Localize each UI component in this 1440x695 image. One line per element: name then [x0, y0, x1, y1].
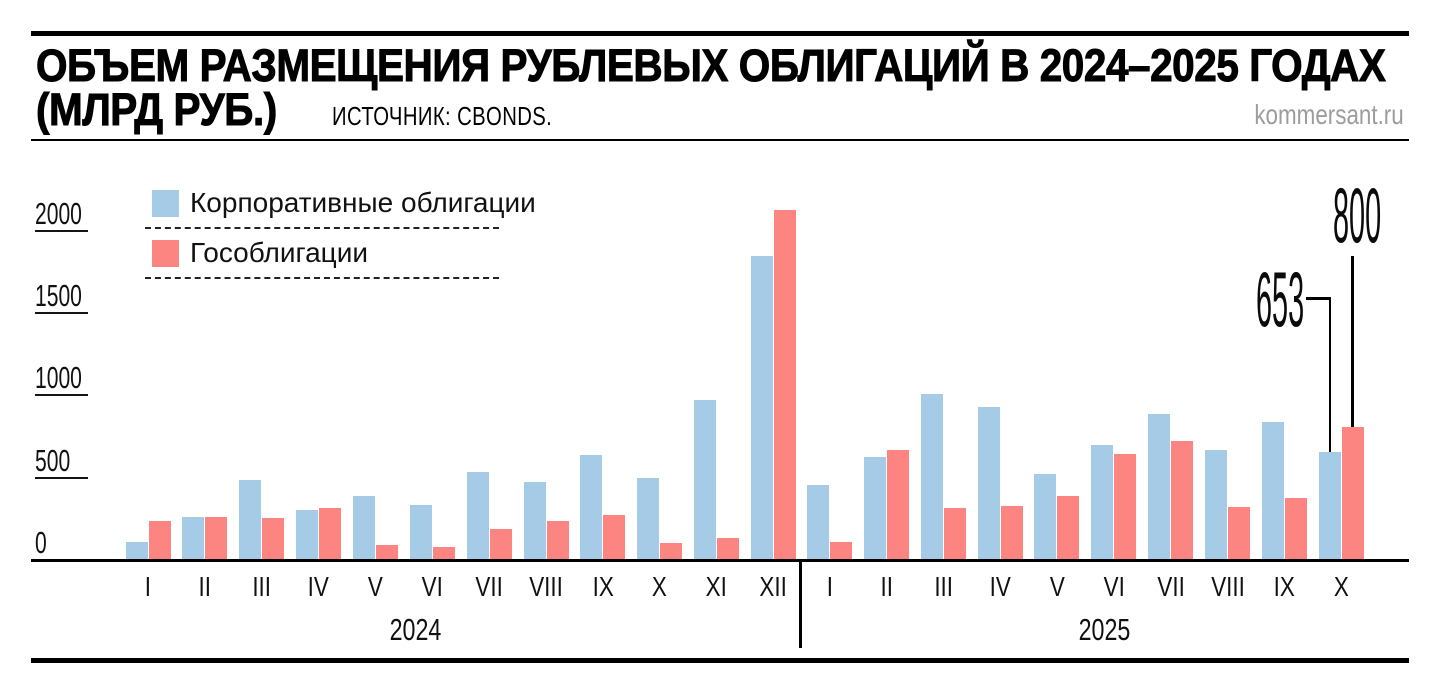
bar-government-2024-V	[375, 545, 398, 559]
month-label-2024-VIII: VIII	[529, 571, 563, 602]
annotation-label-800: 800	[1332, 171, 1381, 259]
top-rule	[31, 31, 1409, 36]
source-label: ИСТОЧНИК: CBONDS.	[331, 101, 552, 131]
bar-government-2025-VIII	[1228, 507, 1251, 559]
watermark: kommersant.ru	[1254, 99, 1404, 130]
bar-corporate-2025-X	[1318, 451, 1341, 559]
bar-corporate-2024-X	[637, 477, 660, 559]
month-label-2024-VI: VI	[421, 571, 443, 602]
month-label-2024-I: I	[144, 571, 152, 602]
chart-title-line1: ОБЪЕМ РАЗМЕЩЕНИЯ РУБЛЕВЫХ ОБЛИГАЦИЙ В 20…	[36, 40, 1387, 92]
month-label-2024-X: X	[652, 571, 668, 602]
y-tick-500: 500	[35, 440, 88, 479]
bar-government-2025-IV	[1000, 505, 1023, 559]
bar-corporate-2025-I	[807, 484, 829, 559]
legend-divider-government	[145, 277, 499, 279]
bar-government-2025-II	[886, 449, 909, 559]
bar-corporate-2024-IV	[296, 510, 319, 559]
header-rule	[31, 139, 1409, 141]
month-label-2025-II: II	[880, 571, 893, 602]
chart-title-line2: (МЛРД РУБ.)	[36, 84, 278, 136]
bar-corporate-2024-VIII	[523, 482, 546, 559]
bar-government-2024-III	[262, 517, 285, 559]
year-divider-line	[799, 562, 802, 648]
bar-government-2025-IX	[1284, 498, 1307, 559]
bar-corporate-2024-V	[352, 496, 375, 559]
bar-government-2024-XI	[717, 537, 740, 559]
month-label-2025-I: I	[826, 571, 833, 602]
chart-title-row2: (МЛРД РУБ.) ИСТОЧНИК: CBONDS.	[36, 84, 614, 136]
year-label-2024: 2024	[389, 612, 442, 647]
bar-government-2024-IX	[603, 515, 626, 559]
month-label-2024-II: II	[198, 571, 212, 602]
y-tick-0: 0	[35, 525, 47, 560]
month-label-2025-IV: IV	[989, 571, 1011, 602]
month-label-2025-V: V	[1049, 571, 1065, 602]
legend-divider-corporate	[145, 227, 499, 229]
bar-corporate-2024-XII	[750, 256, 773, 559]
bar-government-2024-VIII	[546, 521, 569, 559]
annotation-elbow-653	[1305, 297, 1331, 300]
bar-corporate-2025-V	[1034, 474, 1057, 559]
legend-label-corporate: Корпоративные облигации	[190, 187, 536, 218]
bar-corporate-2025-II	[863, 456, 886, 559]
bar-corporate-2024-VII	[466, 471, 489, 559]
bar-government-2025-III	[943, 507, 966, 559]
month-label-2024-IX: IX	[592, 571, 614, 602]
year-label-2025: 2025	[1078, 612, 1131, 647]
bottom-rule	[31, 658, 1409, 663]
bar-government-2024-II	[205, 517, 228, 559]
month-label-2025-VIII: VIII	[1210, 571, 1245, 602]
annotation-line-800	[1351, 256, 1354, 428]
bar-corporate-2024-III	[239, 479, 262, 559]
legend-swatch-corporate	[152, 190, 179, 217]
bar-government-2024-X	[660, 542, 683, 559]
bar-government-2025-VI	[1114, 453, 1137, 559]
bar-corporate-2024-XI	[694, 400, 717, 559]
bar-government-2025-V	[1057, 495, 1080, 559]
bar-corporate-2025-IX	[1261, 421, 1284, 559]
month-label-2025-IX: IX	[1273, 571, 1295, 602]
month-label-2024-XI: XI	[706, 571, 728, 602]
y-tick-1000: 1000	[35, 357, 88, 397]
annotation-line-653	[1328, 297, 1332, 452]
month-label-2025-III: III	[933, 571, 953, 602]
bar-corporate-2024-II	[182, 517, 205, 559]
legend-label-government: Гособлигации	[190, 237, 368, 268]
bar-corporate-2025-III	[920, 394, 943, 559]
bar-corporate-2024-IX	[580, 455, 603, 559]
bar-corporate-2024-I	[125, 541, 148, 559]
bar-corporate-2025-IV	[977, 406, 1000, 559]
bar-corporate-2024-VI	[409, 504, 432, 559]
bar-government-2024-IV	[319, 507, 342, 559]
y-tick-2000: 2000	[35, 193, 88, 232]
month-label-2025-VII: VII	[1156, 571, 1185, 602]
month-label-2024-V: V	[367, 571, 383, 602]
bar-corporate-2025-VII	[1148, 414, 1171, 559]
month-label-2024-IV: IV	[307, 571, 330, 602]
bar-government-2025-I	[830, 541, 852, 559]
bar-government-2025-VII	[1171, 441, 1194, 559]
month-label-2025-X: X	[1333, 571, 1349, 602]
bar-government-2024-VII	[489, 528, 512, 559]
bar-government-2024-I	[148, 521, 171, 559]
bar-government-2025-X	[1341, 427, 1364, 559]
bar-government-2024-XII	[773, 210, 796, 559]
month-label-2024-XII: XII	[759, 571, 788, 602]
y-tick-1500: 1500	[35, 275, 88, 315]
axis-line	[31, 559, 1409, 562]
bar-corporate-2025-VIII	[1205, 450, 1228, 559]
bar-government-2024-VI	[432, 547, 455, 559]
bar-corporate-2025-VI	[1091, 444, 1114, 559]
annotation-label-653: 653	[1255, 255, 1304, 343]
month-label-2025-VI: VI	[1103, 571, 1125, 602]
month-label-2024-III: III	[252, 571, 272, 602]
legend-swatch-government	[152, 240, 179, 267]
month-label-2024-VII: VII	[475, 571, 503, 602]
